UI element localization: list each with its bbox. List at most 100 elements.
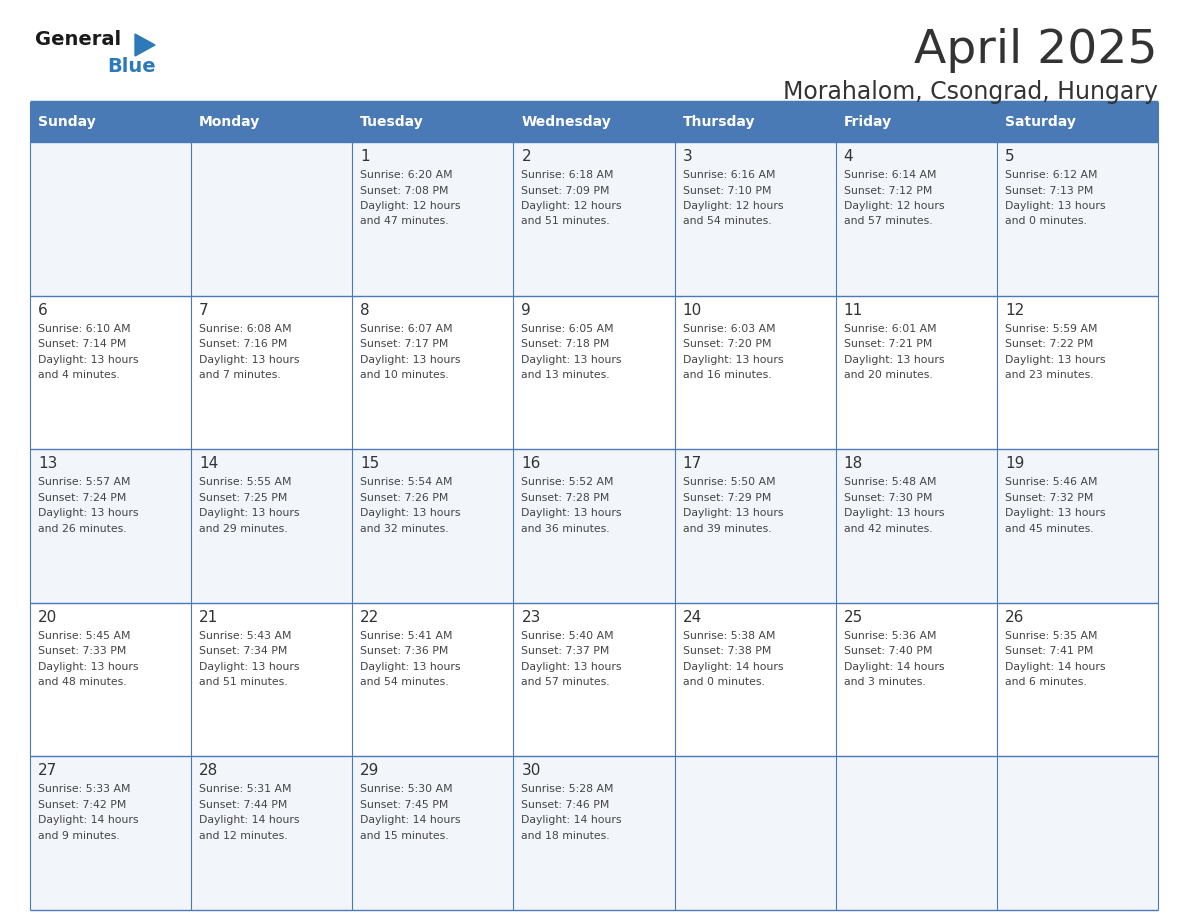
Text: 24: 24: [683, 610, 702, 625]
Text: and 18 minutes.: and 18 minutes.: [522, 831, 611, 841]
Bar: [191, 296, 353, 449]
Text: Sunset: 7:36 PM: Sunset: 7:36 PM: [360, 646, 449, 656]
Text: Daylight: 13 hours: Daylight: 13 hours: [38, 662, 139, 672]
Bar: [353, 102, 513, 142]
Text: Sunrise: 6:05 AM: Sunrise: 6:05 AM: [522, 324, 614, 333]
Text: Sunset: 7:29 PM: Sunset: 7:29 PM: [683, 493, 771, 503]
Text: Daylight: 14 hours: Daylight: 14 hours: [683, 662, 783, 672]
Bar: [675, 102, 835, 142]
Text: Daylight: 13 hours: Daylight: 13 hours: [683, 354, 783, 364]
Text: Sunset: 7:33 PM: Sunset: 7:33 PM: [38, 646, 126, 656]
Text: Sunset: 7:21 PM: Sunset: 7:21 PM: [843, 339, 933, 349]
Text: and 12 minutes.: and 12 minutes.: [200, 831, 287, 841]
Text: Daylight: 13 hours: Daylight: 13 hours: [360, 354, 461, 364]
Text: 16: 16: [522, 456, 541, 471]
Text: 6: 6: [38, 303, 48, 318]
Text: Sunrise: 6:07 AM: Sunrise: 6:07 AM: [360, 324, 453, 333]
Text: and 57 minutes.: and 57 minutes.: [843, 217, 933, 227]
Text: Thursday: Thursday: [683, 115, 756, 129]
Text: and 13 minutes.: and 13 minutes.: [522, 370, 611, 380]
Text: Daylight: 13 hours: Daylight: 13 hours: [522, 354, 623, 364]
Text: Sunrise: 6:16 AM: Sunrise: 6:16 AM: [683, 170, 775, 180]
Text: and 0 minutes.: and 0 minutes.: [1005, 217, 1087, 227]
Text: 17: 17: [683, 456, 702, 471]
Text: Sunrise: 6:10 AM: Sunrise: 6:10 AM: [38, 324, 131, 333]
Bar: [675, 296, 835, 449]
Text: 30: 30: [522, 764, 541, 778]
Bar: [30, 603, 191, 756]
Text: Sunset: 7:34 PM: Sunset: 7:34 PM: [200, 646, 287, 656]
Text: Daylight: 13 hours: Daylight: 13 hours: [360, 662, 461, 672]
Bar: [513, 296, 675, 449]
Text: Daylight: 14 hours: Daylight: 14 hours: [200, 815, 299, 825]
Bar: [513, 756, 675, 910]
Text: General: General: [34, 30, 121, 49]
Bar: [353, 142, 513, 296]
Text: Sunrise: 6:20 AM: Sunrise: 6:20 AM: [360, 170, 453, 180]
Text: and 51 minutes.: and 51 minutes.: [522, 217, 611, 227]
Text: 22: 22: [360, 610, 379, 625]
Text: Tuesday: Tuesday: [360, 115, 424, 129]
Text: Sunset: 7:37 PM: Sunset: 7:37 PM: [522, 646, 609, 656]
Bar: [191, 142, 353, 296]
Text: Daylight: 14 hours: Daylight: 14 hours: [522, 815, 623, 825]
Text: 11: 11: [843, 303, 862, 318]
Text: Sunset: 7:40 PM: Sunset: 7:40 PM: [843, 646, 933, 656]
Text: Sunrise: 5:33 AM: Sunrise: 5:33 AM: [38, 784, 131, 794]
Text: Daylight: 13 hours: Daylight: 13 hours: [522, 509, 623, 518]
Text: Sunset: 7:28 PM: Sunset: 7:28 PM: [522, 493, 609, 503]
Text: 5: 5: [1005, 149, 1015, 164]
Text: and 54 minutes.: and 54 minutes.: [360, 677, 449, 688]
Text: Sunset: 7:08 PM: Sunset: 7:08 PM: [360, 185, 449, 196]
Text: and 15 minutes.: and 15 minutes.: [360, 831, 449, 841]
Text: Daylight: 14 hours: Daylight: 14 hours: [38, 815, 139, 825]
Bar: [191, 603, 353, 756]
Text: 27: 27: [38, 764, 57, 778]
Text: Blue: Blue: [107, 57, 156, 76]
Text: Sunset: 7:25 PM: Sunset: 7:25 PM: [200, 493, 287, 503]
Text: Sunrise: 5:31 AM: Sunrise: 5:31 AM: [200, 784, 291, 794]
Bar: [675, 449, 835, 603]
Text: and 9 minutes.: and 9 minutes.: [38, 831, 120, 841]
Text: and 47 minutes.: and 47 minutes.: [360, 217, 449, 227]
Text: Sunrise: 5:57 AM: Sunrise: 5:57 AM: [38, 477, 131, 487]
Text: Sunday: Sunday: [38, 115, 96, 129]
Text: Sunset: 7:46 PM: Sunset: 7:46 PM: [522, 800, 609, 810]
Text: and 16 minutes.: and 16 minutes.: [683, 370, 771, 380]
Bar: [835, 756, 997, 910]
Text: Sunrise: 6:12 AM: Sunrise: 6:12 AM: [1005, 170, 1098, 180]
Text: Sunset: 7:24 PM: Sunset: 7:24 PM: [38, 493, 126, 503]
Text: and 36 minutes.: and 36 minutes.: [522, 523, 611, 533]
Text: 20: 20: [38, 610, 57, 625]
Text: Sunset: 7:10 PM: Sunset: 7:10 PM: [683, 185, 771, 196]
Text: and 54 minutes.: and 54 minutes.: [683, 217, 771, 227]
Bar: [513, 449, 675, 603]
Text: and 57 minutes.: and 57 minutes.: [522, 677, 611, 688]
Text: 2: 2: [522, 149, 531, 164]
Bar: [353, 756, 513, 910]
Text: Daylight: 13 hours: Daylight: 13 hours: [200, 509, 299, 518]
Text: Daylight: 13 hours: Daylight: 13 hours: [360, 509, 461, 518]
Text: April 2025: April 2025: [915, 28, 1158, 73]
Bar: [353, 449, 513, 603]
Text: 10: 10: [683, 303, 702, 318]
Text: Sunrise: 5:54 AM: Sunrise: 5:54 AM: [360, 477, 453, 487]
Text: Sunset: 7:30 PM: Sunset: 7:30 PM: [843, 493, 933, 503]
Bar: [30, 102, 191, 142]
Text: Monday: Monday: [200, 115, 260, 129]
Text: Sunset: 7:45 PM: Sunset: 7:45 PM: [360, 800, 449, 810]
Text: Friday: Friday: [843, 115, 892, 129]
Text: 7: 7: [200, 303, 209, 318]
Bar: [353, 603, 513, 756]
Text: Sunrise: 6:18 AM: Sunrise: 6:18 AM: [522, 170, 614, 180]
Text: Daylight: 13 hours: Daylight: 13 hours: [522, 662, 623, 672]
Text: Sunset: 7:41 PM: Sunset: 7:41 PM: [1005, 646, 1093, 656]
Text: 21: 21: [200, 610, 219, 625]
Bar: [997, 449, 1158, 603]
Polygon shape: [135, 34, 154, 56]
Text: Daylight: 12 hours: Daylight: 12 hours: [522, 201, 623, 211]
Bar: [191, 102, 353, 142]
Bar: [835, 449, 997, 603]
Text: Daylight: 14 hours: Daylight: 14 hours: [843, 662, 944, 672]
Text: Sunset: 7:38 PM: Sunset: 7:38 PM: [683, 646, 771, 656]
